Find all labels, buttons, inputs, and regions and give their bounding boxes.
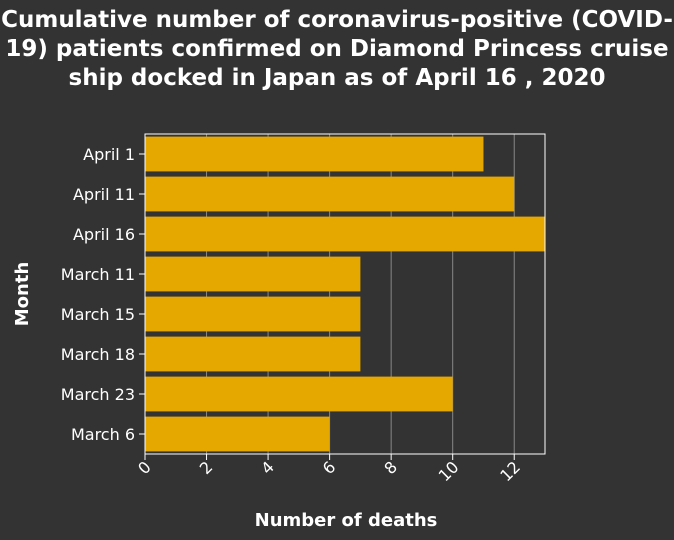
- bar: [145, 336, 361, 372]
- x-tick-label: 8: [380, 457, 401, 478]
- y-tick-label: March 11: [61, 265, 135, 284]
- x-tick-label: 4: [257, 457, 278, 478]
- x-tick-label: 0: [134, 457, 155, 478]
- x-tick-label: 2: [196, 457, 217, 478]
- x-axis-label: Number of deaths: [255, 510, 438, 531]
- bar: [145, 216, 545, 252]
- x-tick-label: 12: [496, 457, 524, 485]
- x-tick-label: 6: [319, 457, 340, 478]
- chart-title: Cumulative number of coronavirus-positiv…: [1, 7, 673, 91]
- y-tick-label: March 6: [71, 425, 135, 444]
- bars: [145, 136, 545, 452]
- plot-frame: [144, 133, 546, 455]
- y-tick-label: March 15: [61, 305, 135, 324]
- y-tick-label: April 1: [83, 145, 135, 164]
- bar: [145, 256, 361, 292]
- bar: [145, 176, 515, 212]
- y-tick-label: April 16: [73, 225, 135, 244]
- y-tick-label: March 23: [61, 385, 135, 404]
- y-tick-label: March 18: [61, 345, 135, 364]
- bar: [145, 416, 330, 452]
- bar: [145, 376, 453, 412]
- y-tick-label: April 11: [73, 185, 135, 204]
- bar: [145, 296, 361, 332]
- x-tick-label: 10: [435, 457, 463, 485]
- bar: [145, 136, 484, 172]
- y-axis-label: Month: [12, 262, 33, 327]
